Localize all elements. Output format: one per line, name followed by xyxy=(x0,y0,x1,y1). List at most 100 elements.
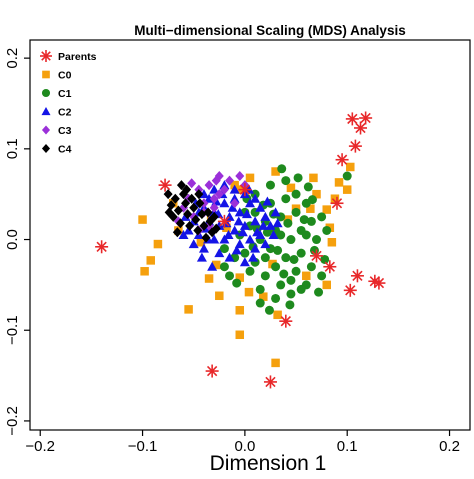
data-point-c4 xyxy=(209,211,219,222)
data-point-c1 xyxy=(277,164,287,174)
data-point-c2 xyxy=(188,239,199,249)
data-point-c4 xyxy=(193,225,203,236)
data-point-c0 xyxy=(146,256,155,265)
data-point-parents xyxy=(348,139,362,153)
data-point-parents xyxy=(335,153,349,167)
data-point-c1 xyxy=(306,216,316,226)
data-point-c1 xyxy=(273,245,283,255)
chart-title: Multi−dimensional Scaling (MDS) Analysis xyxy=(134,23,405,38)
data-point-parents xyxy=(263,375,277,389)
data-point-parents xyxy=(343,283,357,297)
data-point-c2 xyxy=(223,230,234,239)
data-point-c2 xyxy=(227,202,238,212)
data-point-parents xyxy=(217,214,231,228)
data-point-parents xyxy=(354,121,368,135)
data-point-c1 xyxy=(314,287,324,297)
data-point-c4 xyxy=(194,189,204,200)
data-point-c2 xyxy=(268,230,279,239)
data-point-c1 xyxy=(219,262,229,272)
data-point-c2 xyxy=(219,198,230,208)
data-point-c0 xyxy=(244,287,254,297)
y-tick-label: 0.2 xyxy=(4,48,21,69)
data-point-c1 xyxy=(291,207,301,217)
data-point-c4 xyxy=(203,207,213,218)
legend-label: C4 xyxy=(58,144,72,156)
plot-frame xyxy=(29,39,471,431)
data-point-c4 xyxy=(164,207,174,218)
data-point-c2 xyxy=(265,220,276,230)
data-point-c2 xyxy=(252,227,263,237)
data-point-c1 xyxy=(312,235,322,245)
data-point-c2 xyxy=(241,209,252,219)
data-point-c0 xyxy=(322,205,331,214)
data-point-c4 xyxy=(201,232,211,243)
data-point-c4 xyxy=(163,189,173,200)
data-point-c1 xyxy=(271,293,281,303)
y-tick-label: −0.1 xyxy=(4,315,21,345)
data-point-c0 xyxy=(222,223,231,232)
data-point-c1 xyxy=(291,266,301,276)
data-point-parents xyxy=(310,249,324,263)
x-tick-label: 0.1 xyxy=(337,438,358,455)
x-tick-label: −0.2 xyxy=(25,438,55,455)
data-point-c2 xyxy=(250,243,261,253)
legend-label: C0 xyxy=(58,70,72,82)
data-point-c2 xyxy=(250,216,261,226)
data-point-c0 xyxy=(342,185,352,194)
data-point-c1 xyxy=(285,300,295,310)
data-point-parents xyxy=(372,276,386,290)
legend-item-c3: C3 xyxy=(41,125,72,137)
data-point-c1 xyxy=(232,278,242,288)
y-tick-label: −0.2 xyxy=(4,406,21,436)
data-point-parents xyxy=(279,314,293,328)
data-point-c1 xyxy=(260,253,270,263)
data-point-c4 xyxy=(189,202,199,213)
data-point-c0 xyxy=(302,271,311,281)
data-point-c4 xyxy=(172,227,182,238)
data-point-parents xyxy=(205,364,219,378)
data-point-c4 xyxy=(197,209,207,220)
x-axis-label: Dimension 1 xyxy=(210,452,327,474)
data-point-c0 xyxy=(271,167,280,176)
data-point-c1 xyxy=(303,182,313,192)
data-point-c2 xyxy=(229,184,240,194)
y-tick-label: 0.0 xyxy=(4,229,21,250)
data-point-c1 xyxy=(299,215,309,225)
data-point-c1 xyxy=(317,271,327,281)
data-point-c1 xyxy=(262,227,272,237)
data-point-c1 xyxy=(296,284,306,294)
data-point-c3 xyxy=(211,175,221,186)
data-point-c3 xyxy=(230,198,240,209)
data-point-c0 xyxy=(196,238,206,247)
data-point-c4 xyxy=(170,193,180,204)
data-point-c1 xyxy=(286,235,296,245)
data-point-c2 xyxy=(258,220,269,230)
data-point-c2 xyxy=(183,225,194,235)
data-point-c1 xyxy=(293,173,303,183)
data-point-c2 xyxy=(207,261,218,271)
data-point-parents xyxy=(158,178,172,192)
x-tick-label: 0.0 xyxy=(234,438,255,455)
data-point-c2 xyxy=(198,243,209,253)
data-point-c1 xyxy=(271,262,281,272)
data-point-c0 xyxy=(309,173,318,183)
data-point-c1 xyxy=(317,212,327,222)
data-point-c3 xyxy=(225,175,235,186)
data-point-c1 xyxy=(225,271,235,281)
legend-item-c0: C0 xyxy=(42,70,72,82)
data-point-c4 xyxy=(185,220,195,231)
data-point-c4 xyxy=(183,209,193,220)
data-point-c0 xyxy=(286,183,296,193)
data-point-c0 xyxy=(140,267,149,276)
data-point-c1 xyxy=(307,195,317,205)
legend-item-c1: C1 xyxy=(41,88,72,100)
data-point-c0 xyxy=(153,239,163,249)
legend-label: C1 xyxy=(58,88,72,100)
data-point-c0 xyxy=(204,274,214,283)
data-point-c0 xyxy=(306,204,315,213)
data-point-c0 xyxy=(312,189,321,199)
data-point-c1 xyxy=(264,305,274,315)
data-point-c1 xyxy=(281,176,291,186)
data-point-c2 xyxy=(237,227,248,237)
